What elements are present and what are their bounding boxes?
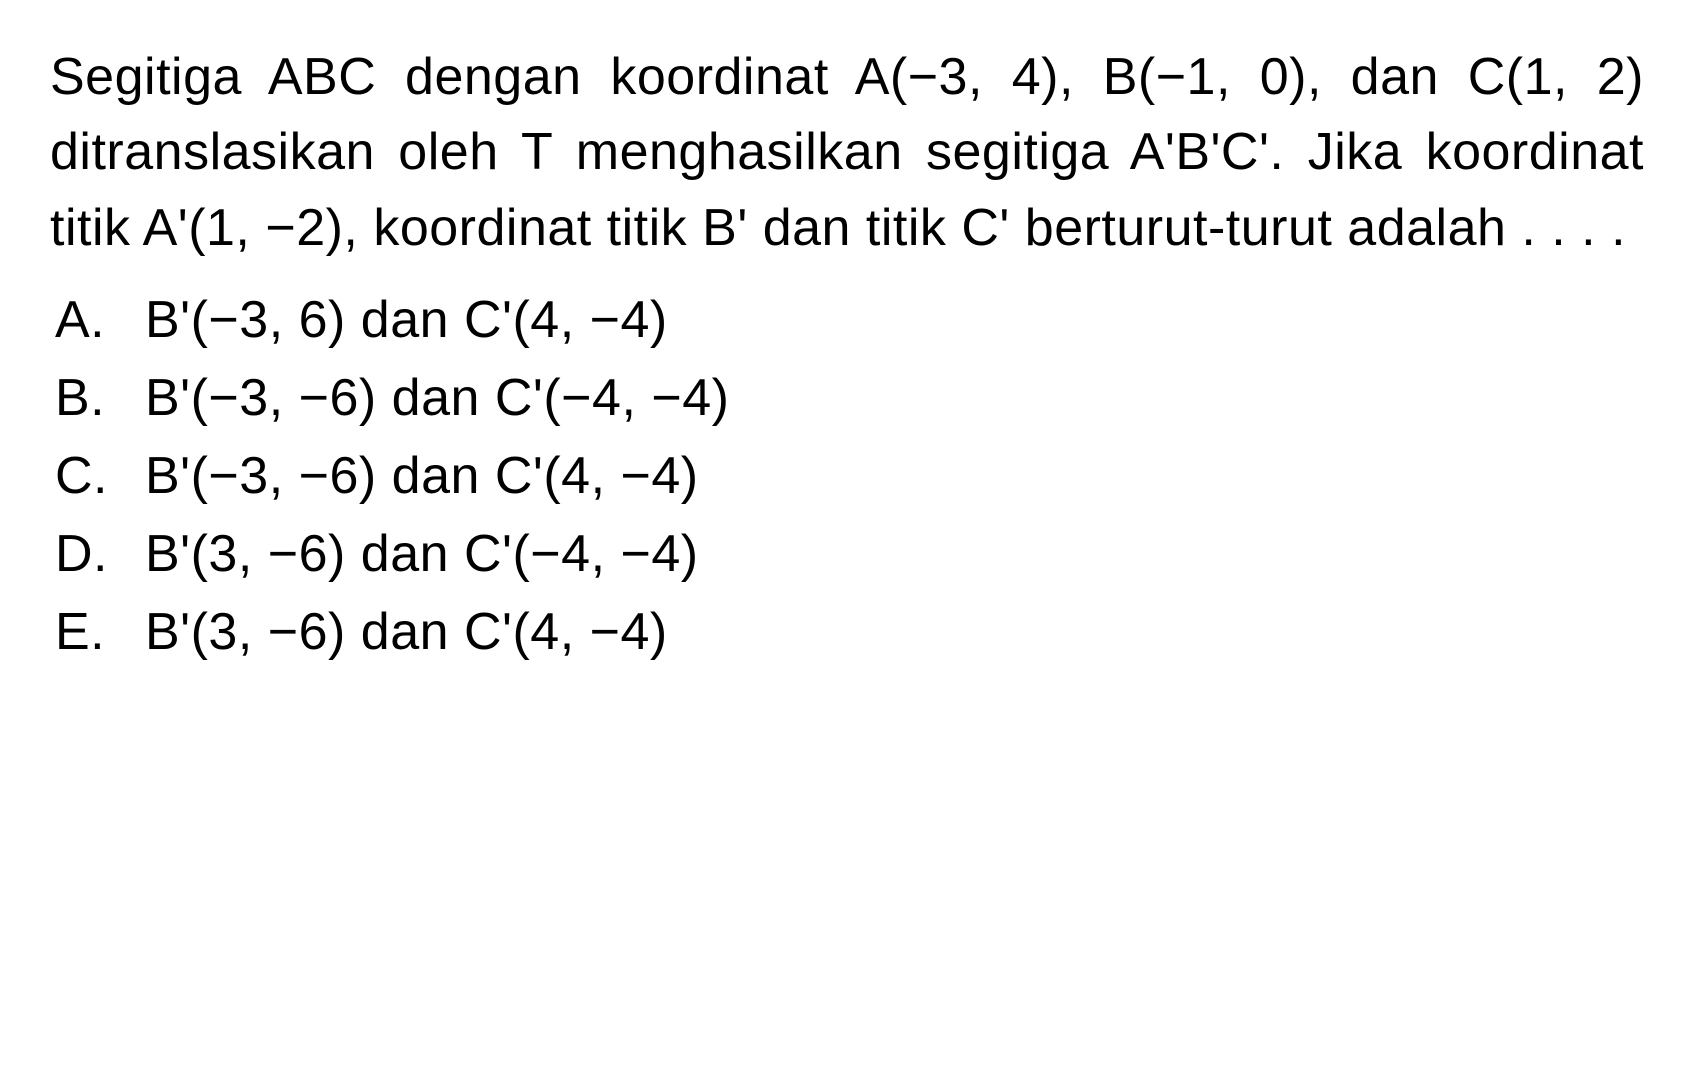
option-letter: D.: [50, 515, 145, 593]
question-container: Segitiga ABC dengan koordinat A(−3, 4), …: [50, 40, 1644, 671]
option-c: C. B'(−3, −6) dan C'(4, −4): [50, 437, 1644, 515]
option-d: D. B'(3, −6) dan C'(−4, −4): [50, 515, 1644, 593]
option-letter: E.: [50, 593, 145, 671]
question-text: Segitiga ABC dengan koordinat A(−3, 4), …: [50, 40, 1644, 266]
option-text: B'(−3, −6) dan C'(−4, −4): [145, 359, 1644, 437]
option-b: B. B'(−3, −6) dan C'(−4, −4): [50, 359, 1644, 437]
options-container: A. B'(−3, 6) dan C'(4, −4) B. B'(−3, −6)…: [50, 281, 1644, 671]
option-letter: A.: [50, 281, 145, 359]
option-letter: C.: [50, 437, 145, 515]
option-a: A. B'(−3, 6) dan C'(4, −4): [50, 281, 1644, 359]
option-text: B'(3, −6) dan C'(4, −4): [145, 593, 1644, 671]
option-text: B'(3, −6) dan C'(−4, −4): [145, 515, 1644, 593]
option-e: E. B'(3, −6) dan C'(4, −4): [50, 593, 1644, 671]
option-letter: B.: [50, 359, 145, 437]
option-text: B'(−3, 6) dan C'(4, −4): [145, 281, 1644, 359]
option-text: B'(−3, −6) dan C'(4, −4): [145, 437, 1644, 515]
